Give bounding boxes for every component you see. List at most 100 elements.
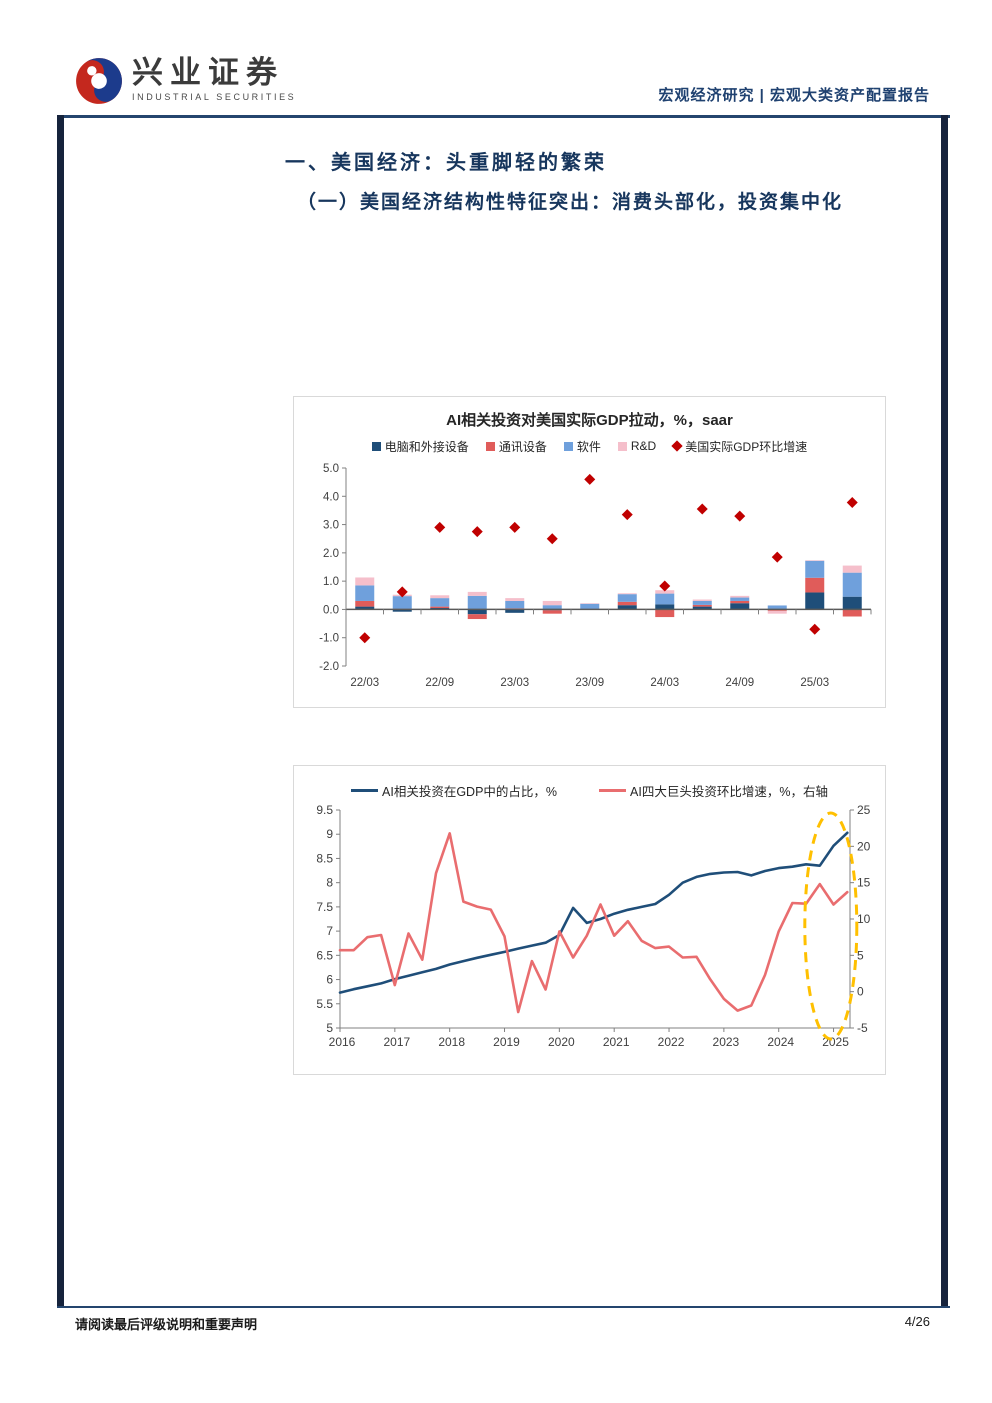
brand-logo-icon bbox=[76, 58, 122, 104]
axis-tick-label: 24/09 bbox=[725, 677, 754, 689]
bar-segment bbox=[730, 600, 750, 604]
legend-item: AI相关投资在GDP中的占比，% bbox=[351, 781, 557, 800]
axis-tick-label: 15 bbox=[857, 876, 871, 890]
bar-segment bbox=[842, 609, 862, 617]
legend-label: 通讯设备 bbox=[498, 439, 547, 454]
diamond-marker bbox=[696, 503, 708, 515]
bar-segment bbox=[542, 600, 562, 606]
bar-segment bbox=[430, 595, 450, 599]
legend-item: 电脑和外接设备 bbox=[371, 438, 469, 455]
bar-segment bbox=[842, 596, 862, 610]
bar-segment bbox=[430, 598, 450, 607]
axis-tick-label: 24/03 bbox=[650, 677, 679, 689]
bar-segment bbox=[467, 614, 487, 620]
bar-segment bbox=[805, 560, 825, 561]
bar-segment bbox=[655, 609, 675, 618]
bar-segment bbox=[467, 591, 487, 596]
square-swatch-icon bbox=[617, 441, 627, 451]
bar-segment bbox=[692, 606, 712, 610]
brand-name: 兴业证券 bbox=[132, 55, 284, 90]
axis-tick-label: 2024 bbox=[767, 1035, 794, 1049]
bar-segment bbox=[542, 610, 562, 614]
legend-item: 通讯设备 bbox=[485, 438, 547, 455]
square-swatch-icon bbox=[485, 441, 495, 451]
axis-tick-label: 4.0 bbox=[323, 491, 339, 503]
axis-tick-label: 2018 bbox=[438, 1035, 465, 1049]
legend-label: 软件 bbox=[576, 439, 601, 454]
bar-segment bbox=[355, 577, 375, 586]
axis-tick-label: 5.5 bbox=[316, 997, 333, 1011]
subsection-title: （一）美国经济结构性特征突出：消费头部化，投资集中化 bbox=[297, 192, 844, 213]
axis-tick-label: 2022 bbox=[658, 1035, 685, 1049]
bar-segment bbox=[392, 609, 412, 612]
axis-tick-label: 6 bbox=[326, 973, 333, 987]
gdp-diamond-series bbox=[359, 473, 858, 644]
axis-tick-label: 22/09 bbox=[425, 677, 454, 689]
bar-segment bbox=[767, 610, 787, 614]
axis-tick-label: 0 bbox=[857, 985, 864, 999]
legend-label: R&D bbox=[630, 439, 657, 453]
brand-subtitle: INDUSTRIAL SECURITIES bbox=[132, 92, 297, 102]
axis-tick-label: 2016 bbox=[329, 1035, 356, 1049]
bar-segment bbox=[805, 592, 825, 610]
square-swatch-icon bbox=[563, 441, 573, 451]
axis-tick-label: 2019 bbox=[493, 1035, 520, 1049]
diamond-marker bbox=[809, 623, 821, 635]
axis-tick-label: 8 bbox=[326, 876, 333, 890]
axis-tick-label: 7.5 bbox=[316, 900, 333, 914]
chart1-title: AI相关投资对美国实际GDP拉动，%，saar bbox=[446, 412, 733, 429]
footer-page-number: 4/26 bbox=[904, 1314, 930, 1329]
axis-tick-label: 2023 bbox=[713, 1035, 740, 1049]
axis-tick-label: 7 bbox=[326, 924, 333, 938]
axis-tick-label: 9 bbox=[326, 827, 333, 841]
diamond-marker bbox=[846, 497, 858, 509]
bar-segment bbox=[430, 606, 450, 609]
legend-item: AI四大巨头投资环比增速，%，右轴 bbox=[599, 781, 828, 800]
diamond-marker bbox=[396, 586, 408, 598]
axis-tick-label: 0.0 bbox=[323, 604, 339, 616]
bar-segment bbox=[617, 605, 637, 610]
axis-tick-label: 25/03 bbox=[800, 677, 829, 689]
legend-item: 软件 bbox=[563, 438, 601, 455]
chart2-card: AI相关投资在GDP中的占比，% AI四大巨头投资环比增速，%，右轴 9.5 9 8… bbox=[293, 765, 886, 1075]
axis-tick-label: 2020 bbox=[548, 1035, 575, 1049]
bar-segment bbox=[542, 605, 562, 610]
bar-segment bbox=[655, 604, 675, 610]
bar-segment bbox=[692, 600, 712, 605]
legend-label: AI四大巨头投资环比增速，%，右轴 bbox=[630, 784, 828, 799]
gdp-share-line bbox=[338, 831, 849, 994]
diamond-marker bbox=[359, 632, 371, 644]
square-swatch-icon bbox=[371, 441, 381, 451]
chart1-legend: 电脑和外接设备 通讯设备 软件 R&D 美国实际GDP环比增速 bbox=[294, 436, 885, 456]
bar-segment bbox=[692, 604, 712, 607]
legend-label: AI相关投资在GDP中的占比，% bbox=[382, 784, 558, 799]
axis-tick-label: 23/09 bbox=[575, 677, 604, 689]
bar-segment bbox=[505, 598, 525, 601]
highlight-ellipse-annotation bbox=[803, 811, 859, 1041]
brand-logo: 兴业证券 INDUSTRIAL SECURITIES bbox=[74, 56, 296, 106]
chart2-plot: 9.5 9 8.5 8 7.5 7 6.5 6 5.5 5 25 20 15 10 5 0 -5 2016 2017… bbox=[316, 803, 871, 1049]
diamond-marker bbox=[584, 473, 596, 485]
axis-tick-label: 20 bbox=[857, 839, 871, 853]
axis-tick-label: 5.0 bbox=[323, 463, 339, 475]
bar-segment bbox=[467, 609, 487, 615]
diamond-marker bbox=[546, 533, 558, 545]
bar-segment bbox=[505, 600, 525, 609]
axis-tick-label: -2.0 bbox=[319, 661, 339, 673]
section-title: 一、美国经济：头重脚轻的繁荣 bbox=[285, 152, 607, 174]
axis-tick-label: 2021 bbox=[603, 1035, 630, 1049]
axis-tick-label: 3.0 bbox=[323, 520, 339, 532]
chart1-plot: 5.0 4.0 3.0 2.0 1.0 0.0 -1.0 -2.0 22/03 22/09 23/0… bbox=[319, 463, 872, 689]
bar-segment bbox=[617, 601, 637, 606]
axis-tick-label: 5 bbox=[857, 948, 864, 962]
sidebar-left-bar bbox=[57, 115, 64, 1308]
diamond-marker bbox=[621, 509, 633, 521]
footer-disclaimer: 请阅读最后评级说明和重要声明 bbox=[75, 1317, 258, 1332]
bar-segment bbox=[355, 600, 375, 607]
line-swatch-icon bbox=[351, 788, 379, 792]
bar-segment bbox=[805, 560, 825, 578]
diamond-marker bbox=[734, 510, 746, 522]
legend-label: 电脑和外接设备 bbox=[384, 439, 469, 454]
bar-segment bbox=[580, 603, 600, 604]
diamond-marker bbox=[659, 580, 671, 592]
